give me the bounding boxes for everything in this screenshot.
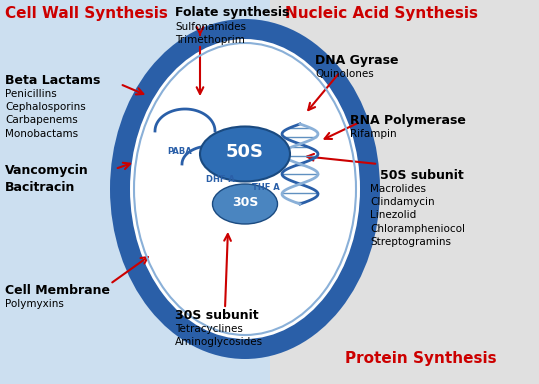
Text: Vancomycin
Bacitracin: Vancomycin Bacitracin [5,164,89,194]
Text: Tetracyclines
Aminoglycosides: Tetracyclines Aminoglycosides [175,324,263,347]
Text: DHF A: DHF A [205,175,234,184]
Text: 50S subunit: 50S subunit [380,169,464,182]
Text: Penicillins
Cephalosporins
Carbapenems
Monobactams: Penicillins Cephalosporins Carbapenems M… [5,89,86,139]
Bar [0,0,270,384]
Text: Nucleic Acid Synthesis: Nucleic Acid Synthesis [285,6,478,21]
Text: Cell Wall Synthesis: Cell Wall Synthesis [5,6,168,21]
Ellipse shape [200,126,290,182]
Text: Quinolones: Quinolones [315,69,374,79]
Text: Beta Lactams: Beta Lactams [5,74,100,87]
Ellipse shape [130,39,360,339]
Text: RNA Polymerase: RNA Polymerase [350,114,466,127]
Text: Folate synthesis: Folate synthesis [175,6,289,19]
Ellipse shape [110,19,380,359]
Ellipse shape [212,184,278,224]
Text: Sulfonamides
Trimethoprim: Sulfonamides Trimethoprim [175,22,246,45]
Text: Cell Membrane: Cell Membrane [5,284,110,297]
Text: Polymyxins: Polymyxins [5,299,64,309]
Text: PABA: PABA [168,147,192,156]
Text: 30S subunit: 30S subunit [175,309,259,322]
Text: 50S: 50S [226,143,264,161]
Bar [270,0,539,384]
Text: Macrolides
Clindamycin
Linezolid
Chlorampheniocol
Streptogramins: Macrolides Clindamycin Linezolid Chloram… [370,184,465,247]
Text: THF A: THF A [252,182,280,192]
Text: Rifampin: Rifampin [350,129,397,139]
Text: 30S: 30S [232,197,258,210]
Text: DNA Gyrase: DNA Gyrase [315,54,398,67]
Text: Protein Synthesis: Protein Synthesis [345,351,496,366]
